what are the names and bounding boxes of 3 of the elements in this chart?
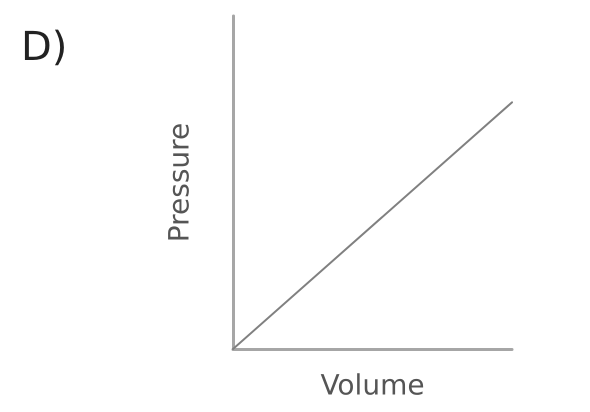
y-axis-title: Pressure xyxy=(162,122,196,242)
x-axis-title: Volume xyxy=(320,368,425,402)
chart-title: D) xyxy=(21,24,68,70)
